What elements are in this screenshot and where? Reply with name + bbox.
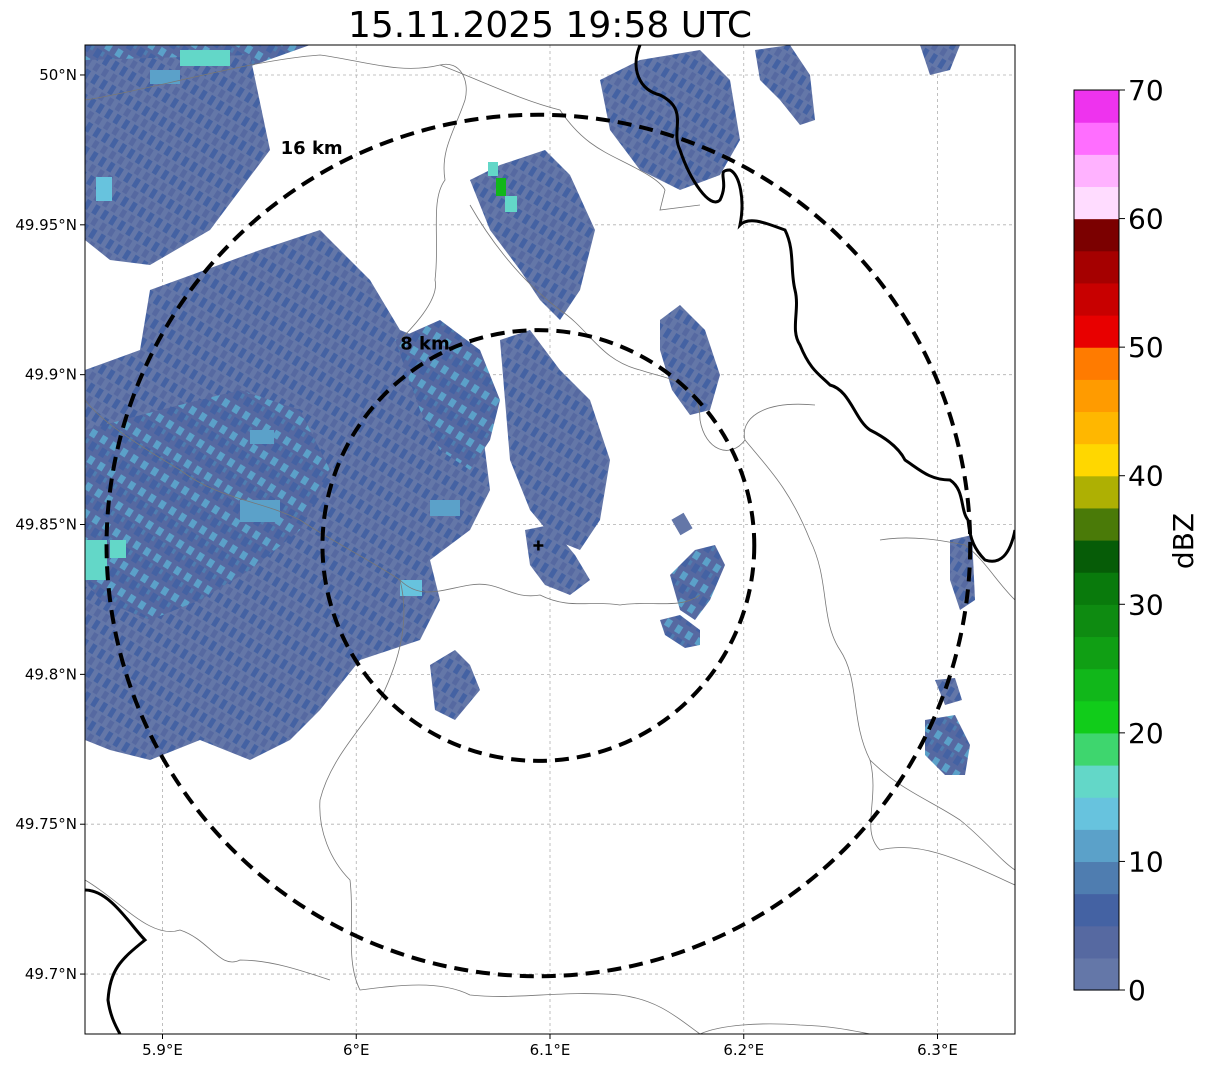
radar-site-cross [533, 540, 544, 551]
colorbar-label: dBZ [1167, 513, 1200, 569]
colorbar-segment [1074, 636, 1119, 670]
colorbar-segment [1074, 797, 1119, 830]
colorbar-segment [1074, 347, 1119, 380]
echo-region [85, 390, 330, 620]
echo-region [660, 305, 720, 415]
lat-tick-label: 49.9°N [25, 366, 77, 384]
lon-tick-label: 6.2°E [723, 1041, 764, 1059]
lat-tick-label: 49.75°N [15, 815, 77, 833]
colorbar-segment [1074, 90, 1119, 123]
lon-tick-label: 5.9°E [142, 1041, 183, 1059]
echo-cell-green [496, 178, 506, 196]
colorbar-segment [1074, 765, 1119, 798]
echo-region [670, 545, 725, 620]
colorbar-segment [1074, 379, 1119, 413]
echo-cell-cyan [85, 540, 107, 580]
colorbar-segment [1074, 604, 1119, 638]
colorbar-segment [1074, 475, 1119, 509]
colorbar-tick-label: 60 [1128, 203, 1164, 236]
colorbar-segment [1074, 443, 1119, 477]
lat-tick-label: 49.8°N [25, 665, 77, 683]
echo-cell-cyan [430, 500, 460, 516]
colorbar-frame [1073, 89, 1120, 991]
thin-borders [85, 54, 1015, 1034]
echo-region [600, 50, 740, 190]
lon-tick-label: 6.3°E [917, 1041, 958, 1059]
lat-tick-label: 49.7°N [25, 965, 77, 983]
colorbar-segment [1074, 957, 1119, 991]
colorbar-segment [1074, 700, 1119, 734]
map-panel [84, 44, 1016, 1035]
lon-tick-label: 6.1°E [530, 1041, 571, 1059]
map-title: 15.11.2025 19:58 UTC [348, 5, 752, 46]
range-ring-label: 16 km [281, 138, 343, 159]
echo-region [395, 320, 500, 470]
echo-region [671, 512, 693, 536]
echo-cell-cyan [150, 70, 180, 84]
colorbar-segment [1074, 732, 1119, 766]
colorbar-segment [1074, 154, 1119, 188]
colorbar-tick-label: 30 [1128, 588, 1164, 621]
echo-region [500, 330, 610, 550]
colorbar-ticks: 70 60 50 40 30 20 10 0 [1119, 74, 1164, 1007]
echo-cell-cyan [110, 540, 126, 558]
echo-region [660, 615, 700, 648]
lat-tick-label: 49.95°N [15, 216, 77, 234]
colorbar-tick-label: 70 [1128, 74, 1164, 107]
colorbar-segment [1074, 282, 1119, 316]
echo-region [85, 55, 270, 265]
echo-cell-cyan [250, 430, 274, 444]
echo-region [755, 45, 815, 125]
colorbar-segment [1074, 315, 1119, 348]
colorbar-tick-label: 20 [1128, 717, 1164, 750]
echo-region [430, 650, 480, 720]
radar-echoes [85, 45, 975, 775]
colorbar-segments [1074, 90, 1119, 991]
colorbar-segment [1074, 668, 1119, 702]
colorbar-tick-label: 10 [1128, 845, 1164, 878]
colorbar-segment [1074, 893, 1119, 927]
colorbar-segment [1074, 122, 1119, 155]
colorbar-segment [1074, 186, 1119, 220]
latitude-ticks: 50°N 49.95°N 49.9°N 49.85°N 49.8°N 49.75°N 49.… [15, 66, 85, 983]
colorbar-segment [1074, 861, 1119, 895]
longitude-ticks: 5.9°E 6°E 6.1°E 6.2°E 6.3°E [142, 1034, 958, 1059]
echo-cell-cyan [180, 50, 230, 66]
echo-cell-cyan [505, 196, 517, 212]
lat-tick-label: 50°N [39, 66, 77, 84]
colorbar-segment [1074, 572, 1119, 605]
range-rings [104, 112, 973, 979]
colorbar-segment [1074, 829, 1119, 863]
range-ring-8km [320, 328, 757, 763]
colorbar-tick-label: 40 [1128, 460, 1164, 493]
colorbar-segment [1074, 925, 1119, 959]
radar-site-marker [533, 540, 544, 551]
colorbar-segment [1074, 250, 1119, 284]
echo-cell-cyan [488, 162, 498, 176]
colorbar-segment [1074, 507, 1119, 541]
echo-region [525, 525, 590, 595]
echo-cell-cyan [96, 177, 112, 201]
colorbar-tick-label: 0 [1128, 974, 1146, 1007]
echo-cell-cyan [240, 500, 280, 522]
colorbar-segment [1074, 411, 1119, 445]
colorbar-segment [1074, 218, 1119, 252]
echo-region [920, 45, 960, 75]
colorbar-segment [1074, 540, 1119, 573]
echo-region [925, 715, 970, 775]
lat-tick-label: 49.85°N [15, 516, 77, 534]
range-ring-16km [104, 112, 973, 979]
colorbar-tick-label: 50 [1128, 331, 1164, 364]
colorbar: 70 60 50 40 30 20 10 0 dBZ [1073, 74, 1200, 1007]
lon-tick-label: 6°E [343, 1041, 370, 1059]
echo-region [935, 678, 962, 705]
national-border [85, 45, 1015, 1034]
range-ring-label: 8 km [400, 334, 450, 355]
range-ring-labels: 8 km 16 km [281, 138, 450, 355]
